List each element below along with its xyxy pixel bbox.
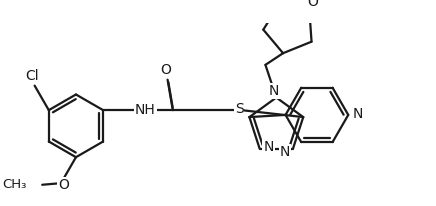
Text: N: N <box>269 84 279 98</box>
Text: N: N <box>280 145 290 159</box>
Text: N: N <box>353 107 363 121</box>
Text: O: O <box>307 0 318 9</box>
Text: Cl: Cl <box>26 69 39 83</box>
Text: O: O <box>58 178 69 192</box>
Text: S: S <box>235 102 243 116</box>
Text: O: O <box>160 63 171 77</box>
Text: N: N <box>263 139 273 153</box>
Text: CH₃: CH₃ <box>3 178 27 191</box>
Text: NH: NH <box>135 103 156 117</box>
